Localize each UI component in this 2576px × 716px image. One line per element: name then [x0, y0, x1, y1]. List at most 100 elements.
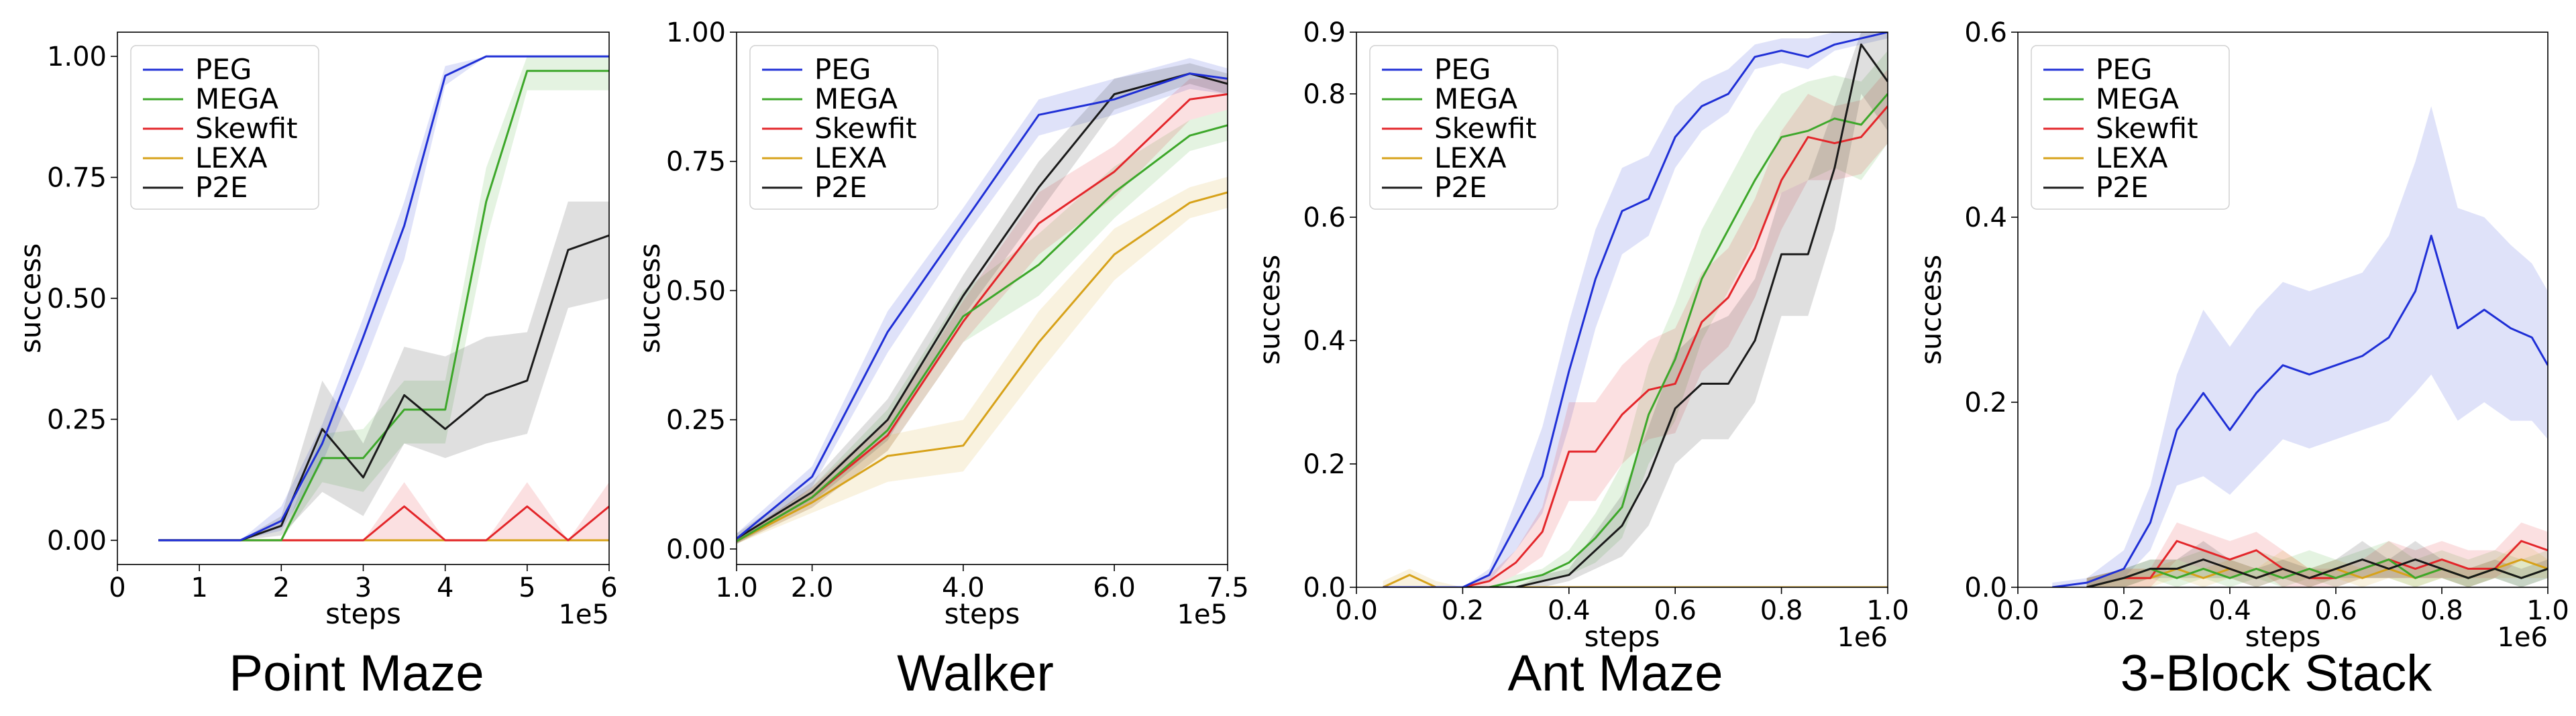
line-peg — [1383, 32, 1888, 587]
y-tick-label: 0.8 — [1303, 79, 1346, 110]
x-tick-label: 0.0 — [1996, 595, 2039, 626]
legend-label-mega: MEGA — [2096, 82, 2179, 115]
band-p2e — [1383, 32, 1888, 587]
line-peg — [737, 72, 1228, 540]
legend-label-skewfit: Skewfit — [195, 112, 298, 145]
legend-label-peg: PEG — [195, 53, 252, 86]
band-skewfit — [1383, 69, 1888, 587]
axes-frame — [1356, 32, 1888, 588]
panel-title: 3-Block Stack — [2121, 645, 2433, 702]
y-tick-label: 1.00 — [47, 42, 107, 72]
plot-area — [1382, 32, 1888, 587]
y-tick-label: 0.75 — [47, 163, 107, 194]
legend-label-p2e: P2E — [814, 171, 867, 204]
legend-label-skewfit: Skewfit — [1434, 112, 1537, 145]
chart-panel-3: 0.0 0.2 0.4 0.6 0.8 1.0 0.0 0.2 0.4 0.6 0.8 0.9 step… — [1253, 17, 1909, 702]
legend-label-mega: MEGA — [814, 82, 898, 115]
chart-panel-1: 0 1 2 3 4 5 6 0.00 0.25 0.50 0.75 1.00 steps success 1… — [14, 32, 618, 702]
band-skewfit — [737, 78, 1228, 544]
legend-label-mega: MEGA — [1434, 82, 1517, 115]
band-lexa — [737, 176, 1228, 544]
panel-title: Ant Maze — [1507, 645, 1723, 702]
x-axis-label: steps — [1585, 620, 1660, 653]
x-tick-label: 4.0 — [942, 573, 985, 603]
legend-box — [749, 45, 938, 210]
band-lexa — [1383, 569, 1888, 587]
x-tick-label: 0.8 — [2420, 595, 2463, 626]
legend-label-p2e: P2E — [2096, 171, 2149, 204]
line-skewfit — [2086, 540, 2548, 587]
y-tick-label: 0.0 — [1964, 573, 2007, 603]
legend-label-skewfit: Skewfit — [2096, 112, 2198, 145]
axes-frame — [2017, 32, 2548, 588]
y-tick-label: 0.75 — [666, 147, 726, 178]
line-p2e — [1383, 43, 1888, 587]
legend-label-skewfit: Skewfit — [814, 112, 917, 145]
y-tick-label: 0.25 — [47, 404, 107, 435]
x-tick-label: 0.0 — [1335, 595, 1378, 626]
x-tick-label: 1.0 — [1866, 595, 1909, 626]
y-tick-label: 1.00 — [666, 17, 726, 48]
panel-title: Walker — [897, 645, 1054, 702]
y-tick-label: 0.4 — [1303, 326, 1346, 357]
line-lexa — [1382, 574, 1888, 587]
x-tick-label: 0.6 — [2314, 595, 2357, 626]
band-peg — [737, 58, 1228, 544]
chart-panel-4: 0.0 0.2 0.4 0.6 0.8 1.00.00.20.40.6stepssucce… — [1915, 17, 2569, 702]
x-tick-label: 1 — [191, 573, 207, 603]
x-exponent-label: 1e5 — [1177, 599, 1228, 630]
legend-label-p2e: P2E — [195, 171, 248, 204]
y-tick-label: 0.00 — [666, 534, 726, 565]
band-mega — [158, 56, 609, 540]
legend-label-lexa: LEXA — [814, 141, 887, 174]
y-axis-label: success — [1915, 255, 1947, 365]
legend-label-lexa: LEXA — [2096, 141, 2168, 174]
band-mega — [2086, 541, 2548, 587]
y-tick-label: 0.00 — [47, 526, 107, 556]
x-axis-label: steps — [2245, 620, 2321, 653]
axes-frame — [736, 32, 1228, 565]
x-axis-label: steps — [325, 597, 401, 630]
band-p2e — [2086, 541, 2548, 587]
band-peg — [158, 56, 609, 540]
x-tick-label: 0.6 — [1654, 595, 1697, 626]
x-tick-label: 0.2 — [1442, 595, 1485, 626]
x-tick-label: 1.0 — [715, 573, 758, 603]
x-tick-label: 0.2 — [2102, 595, 2145, 626]
y-tick-label: 0.9 — [1303, 17, 1346, 48]
y-tick-label: 0.6 — [1964, 17, 2007, 48]
x-tick-label: 0.4 — [1548, 595, 1591, 626]
x-tick-label: 4 — [437, 573, 453, 603]
y-tick-label: 0.2 — [1303, 449, 1346, 480]
legend-label-peg: PEG — [2096, 53, 2152, 86]
line-p2e — [2086, 558, 2548, 587]
plot-area — [2052, 106, 2548, 587]
y-tick-label: 0.25 — [666, 405, 726, 436]
legend-label-mega: MEGA — [195, 82, 278, 115]
line-lexa — [737, 191, 1228, 542]
x-axis-label: steps — [945, 597, 1020, 630]
band-skewfit — [158, 482, 609, 540]
line-mega — [737, 124, 1228, 542]
line-peg — [2052, 235, 2548, 587]
x-tick-label: 2 — [273, 573, 290, 603]
x-tick-label: 5 — [519, 573, 535, 603]
x-tick-label: 1.0 — [2526, 595, 2569, 626]
band-p2e — [158, 201, 609, 540]
x-tick-label: 0.4 — [2208, 595, 2251, 626]
legend-label-p2e: P2E — [1434, 171, 1487, 204]
band-mega — [1383, 50, 1888, 587]
y-tick-label: 0.50 — [666, 276, 726, 306]
y-tick-label: 0.6 — [1303, 202, 1346, 233]
x-exponent-label: 1e6 — [1837, 622, 1888, 653]
y-tick-label: 0.50 — [47, 284, 107, 314]
plot-area — [737, 58, 1228, 544]
legend-box — [2031, 45, 2230, 210]
x-exponent-label: 1e6 — [2497, 622, 2548, 653]
chart-panel-2: 1.0 2.0 4.0 6.0 7.5 0.00 0.25 0.50 0.75 1.00 steps… — [633, 17, 1249, 702]
legend-label-lexa: LEXA — [195, 141, 268, 174]
x-tick-label: 0 — [109, 573, 125, 603]
legend-box — [130, 45, 319, 210]
